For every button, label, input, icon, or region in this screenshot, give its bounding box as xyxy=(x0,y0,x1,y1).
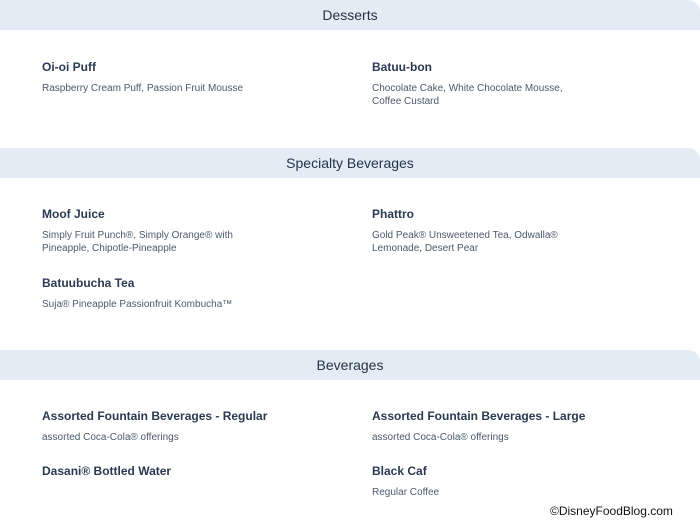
item-desc: assorted Coca-Cola® offerings xyxy=(42,432,179,443)
item-desc: assorted Coca-Cola® offerings xyxy=(372,432,509,443)
item-name: Batuu-bon xyxy=(372,60,432,74)
menu-item: Black Caf Regular Coffee xyxy=(372,464,612,499)
menu-item: Batuubucha Tea Suja® Pineapple Passionfru… xyxy=(42,276,282,311)
watermark: ©DisneyFoodBlog.com xyxy=(550,504,673,518)
section-header-beverages: Beverages xyxy=(0,350,700,380)
item-name: Batuubucha Tea xyxy=(42,276,135,290)
item-desc: Raspberry Cream Puff, Passion Fruit Mous… xyxy=(42,83,244,94)
item-name: Oi-oi Puff xyxy=(42,60,96,74)
item-desc: Regular Coffee xyxy=(372,487,440,498)
section-header-desserts: Desserts xyxy=(0,0,700,30)
item-desc: Simply Fruit Punch®, Simply Orange® with… xyxy=(42,230,233,254)
section-header-specialty-beverages: Specialty Beverages xyxy=(0,148,700,178)
item-name: Black Caf xyxy=(372,464,427,478)
menu-item: Assorted Fountain Beverages - Regular ass… xyxy=(42,409,342,444)
item-desc: Chocolate Cake, White Chocolate Mousse, … xyxy=(372,83,563,107)
item-name: Dasani® Bottled Water xyxy=(42,464,172,478)
menu-item: Dasani® Bottled Water xyxy=(42,464,282,486)
item-desc: Gold Peak® Unsweetened Tea, Odwalla® Lem… xyxy=(372,230,558,254)
menu-item: Moof Juice Simply Fruit Punch®, Simply Or… xyxy=(42,207,257,255)
menu-item: Phattro Gold Peak® Unsweetened Tea, Odwal… xyxy=(372,207,587,255)
item-name: Assorted Fountain Beverages - Regular xyxy=(42,409,268,423)
item-desc: Suja® Pineapple Passionfruit Kombucha™ xyxy=(42,299,233,310)
menu-item: Assorted Fountain Beverages - Large assor… xyxy=(372,409,672,444)
item-name: Moof Juice xyxy=(42,207,105,221)
menu-item: Oi-oi Puff Raspberry Cream Puff, Passion … xyxy=(42,60,282,95)
menu-item: Batuu-bon Chocolate Cake, White Chocolate… xyxy=(372,60,587,108)
item-name: Phattro xyxy=(372,207,414,221)
item-name: Assorted Fountain Beverages - Large xyxy=(372,409,586,423)
